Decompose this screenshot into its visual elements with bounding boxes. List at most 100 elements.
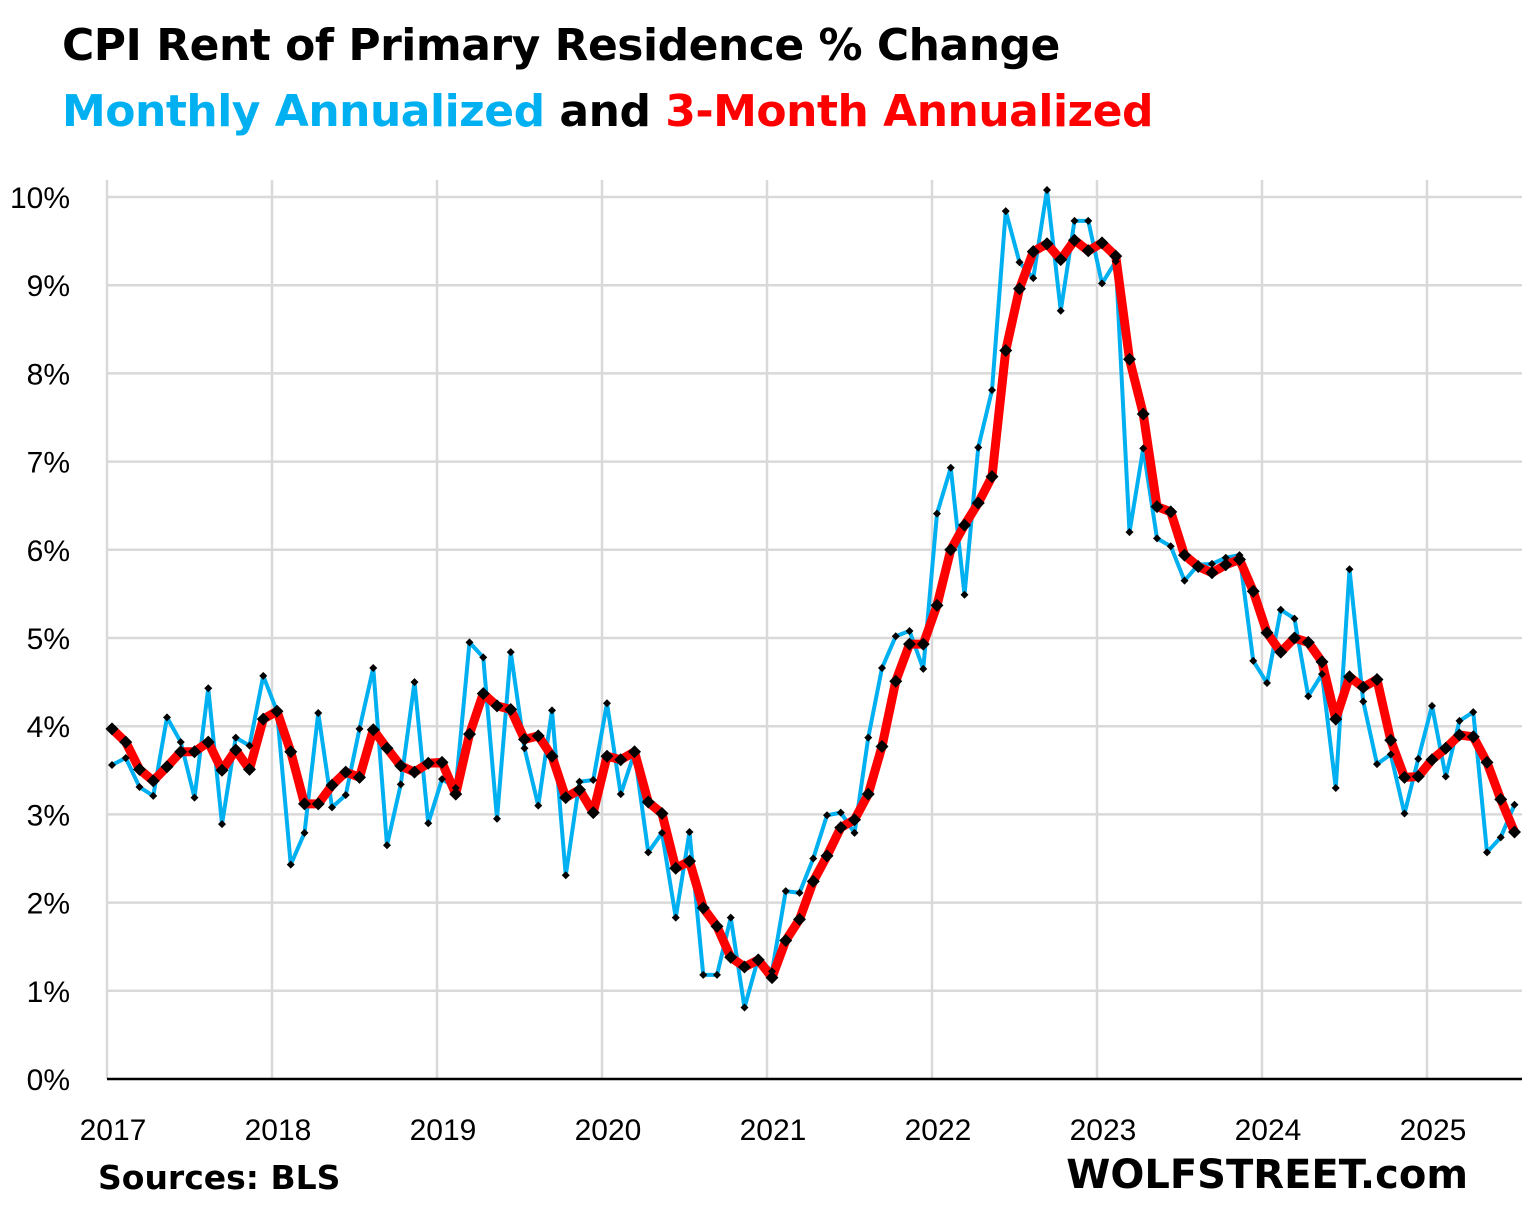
x-tick-label: 2019 — [410, 1114, 477, 1147]
x-tick-label: 2021 — [740, 1114, 807, 1147]
data-point-3month — [1508, 825, 1521, 839]
data-point-monthly — [1249, 656, 1258, 665]
subtitle-3month: 3-Month Annualized — [665, 86, 1153, 137]
data-point-monthly — [1180, 576, 1189, 585]
data-point-3month — [683, 854, 696, 868]
data-point-monthly — [1221, 553, 1230, 562]
data-point-monthly — [575, 777, 584, 786]
y-tick-label: 5% — [27, 623, 70, 656]
data-point-monthly — [493, 814, 501, 823]
data-point-monthly — [286, 860, 295, 869]
data-point-3month — [1343, 670, 1356, 684]
data-point-3month — [1315, 655, 1329, 669]
data-point-monthly — [1496, 833, 1505, 842]
data-point-monthly — [1139, 444, 1148, 453]
data-point-monthly — [1276, 605, 1285, 614]
data-point-3month — [545, 749, 559, 763]
subtitle-and: and — [544, 86, 666, 137]
data-point-3month — [738, 960, 751, 974]
data-point-monthly — [1043, 185, 1051, 194]
data-point-3month — [655, 807, 669, 821]
data-point-monthly — [878, 663, 886, 672]
data-point-3month — [449, 787, 463, 801]
data-point-3month — [696, 901, 710, 915]
data-point-monthly — [465, 638, 474, 647]
data-point-3month — [1219, 558, 1233, 572]
data-point-monthly — [561, 871, 570, 880]
data-point-3month — [971, 496, 985, 510]
data-point-3month — [463, 727, 476, 741]
y-tick-label: 2% — [27, 888, 70, 921]
x-tick-label: 2024 — [1235, 1114, 1302, 1147]
data-point-monthly — [658, 828, 666, 837]
brand-logo-text: WOLFSTREET.com — [1066, 1152, 1468, 1198]
data-point-3month — [518, 732, 531, 746]
data-point-3month — [1013, 282, 1026, 296]
data-point-3month — [1109, 249, 1123, 263]
data-point-monthly — [809, 854, 818, 863]
data-point-monthly — [1345, 565, 1354, 574]
data-point-3month — [1040, 237, 1054, 251]
data-point-monthly — [369, 663, 378, 672]
data-point-3month — [201, 735, 215, 749]
x-tick-label: 2022 — [905, 1114, 972, 1147]
data-point-3month — [1411, 769, 1425, 783]
data-point-monthly — [603, 699, 611, 708]
data-point-monthly — [740, 1003, 749, 1012]
data-point-monthly — [534, 801, 543, 810]
data-point-monthly — [259, 671, 268, 680]
data-point-3month — [641, 795, 655, 809]
data-point-3month — [1081, 244, 1095, 258]
data-point-monthly — [163, 713, 171, 722]
data-point-monthly — [1056, 306, 1065, 315]
data-point-3month — [1136, 407, 1150, 421]
series-layer — [105, 185, 1521, 1012]
data-point-monthly — [1098, 279, 1106, 288]
data-point-monthly — [1001, 207, 1010, 216]
gridlines — [105, 180, 1522, 1079]
data-point-monthly — [795, 888, 804, 897]
data-point-3month — [1233, 553, 1246, 567]
data-point-monthly — [1428, 701, 1436, 710]
data-point-3month — [930, 598, 944, 612]
data-point-monthly — [355, 724, 364, 733]
data-point-monthly — [341, 790, 350, 799]
data-point-3month — [1260, 626, 1274, 640]
chart-subtitle: Monthly Annualized and 3-Month Annualize… — [62, 86, 1153, 137]
data-point-3month — [531, 729, 545, 743]
data-point-3month — [573, 783, 586, 797]
data-point-3month — [1274, 645, 1288, 659]
data-point-3month — [834, 821, 848, 835]
data-point-3month — [559, 791, 573, 805]
data-point-3month — [421, 756, 435, 770]
data-point-3month — [875, 739, 889, 753]
data-point-monthly — [1208, 559, 1216, 568]
data-point-3month — [380, 741, 394, 755]
data-point-monthly — [699, 970, 708, 979]
data-point-3month — [848, 813, 861, 827]
data-point-monthly — [1455, 716, 1464, 725]
y-tick-label: 9% — [27, 270, 70, 303]
chart-title: CPI Rent of Primary Residence % Change — [62, 20, 1060, 71]
data-point-monthly — [933, 509, 941, 518]
data-point-monthly — [1153, 534, 1161, 543]
data-point-monthly — [383, 841, 391, 850]
data-point-3month — [1329, 712, 1343, 726]
data-point-3month — [889, 674, 903, 688]
data-point-monthly — [424, 819, 433, 828]
data-point-3month — [1191, 560, 1205, 574]
data-point-monthly — [988, 386, 996, 395]
data-point-monthly — [1331, 783, 1340, 792]
data-point-3month — [903, 637, 916, 651]
x-tick-label: 2025 — [1400, 1114, 1467, 1147]
series-line-3month — [108, 235, 1519, 983]
data-point-3month — [215, 763, 229, 777]
data-point-3month — [916, 637, 930, 651]
data-point-monthly — [245, 741, 254, 750]
y-tick-label: 10% — [10, 182, 70, 215]
data-point-3month — [1494, 792, 1508, 806]
data-point-monthly — [149, 791, 158, 800]
data-point-3month — [1453, 728, 1466, 742]
y-tick-label: 7% — [27, 447, 70, 480]
data-point-monthly — [314, 708, 323, 717]
